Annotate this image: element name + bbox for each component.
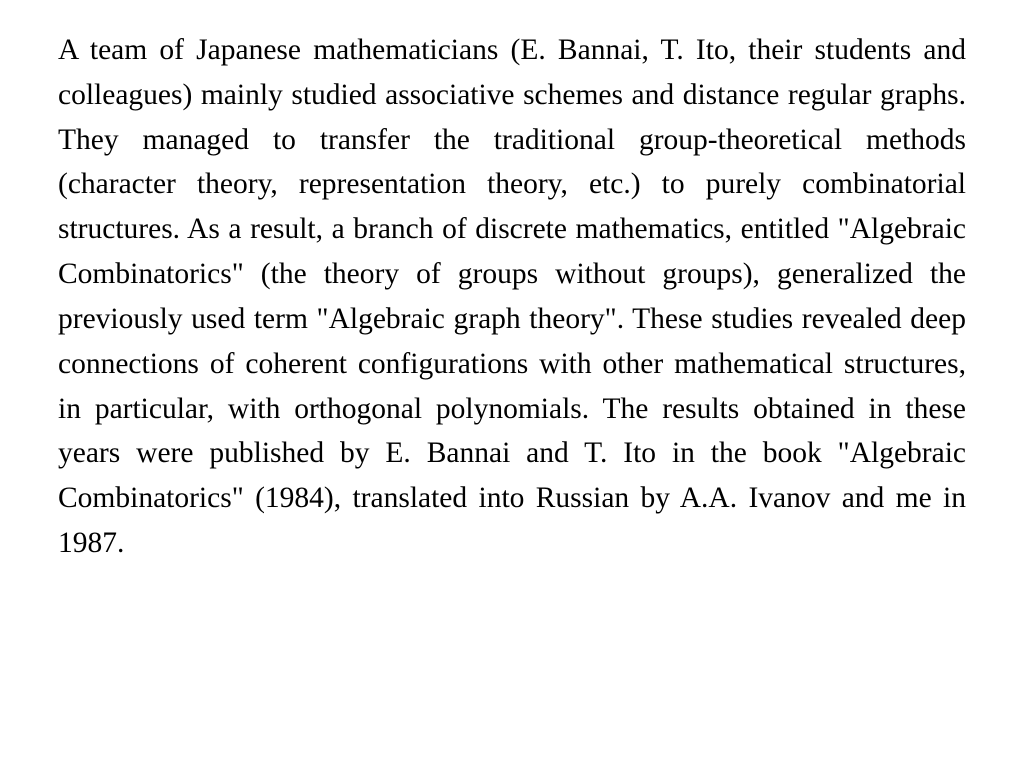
body-paragraph: A team of Japanese mathematicians (E. Ba… (58, 28, 966, 566)
document-page: A team of Japanese mathematicians (E. Ba… (0, 0, 1024, 594)
